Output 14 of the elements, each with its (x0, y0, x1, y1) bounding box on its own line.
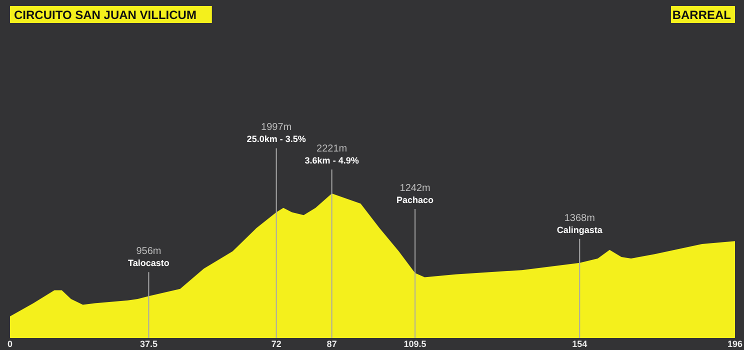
ref-line-label: 1997m 25.0km - 3.5% (246, 122, 306, 144)
ref-line-label: 956m Talocasto (128, 246, 170, 268)
text: BARREAL (672, 8, 731, 22)
ref-line-label: 2221m 3.6km - 4.9% (304, 143, 359, 166)
x-tick-label: 87 (326, 339, 337, 349)
x-tick-label: 109.5 (404, 339, 426, 349)
x-tick-label: 37.5 (140, 339, 158, 349)
x-tick-label: 72 (271, 339, 282, 349)
x-tick-label: 196 (727, 339, 743, 349)
x-tick-label: 154 (572, 339, 588, 349)
ref-line-label: 1368m Calingasta (556, 212, 604, 235)
text: CIRCUITO SAN JUAN VILLICUM (14, 8, 196, 22)
ref-line-label: 1242m Pachaco (396, 182, 434, 205)
x-tick-label: 0 (7, 339, 13, 349)
